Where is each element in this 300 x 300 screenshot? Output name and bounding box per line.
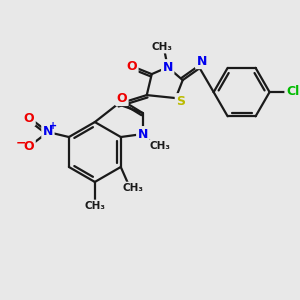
Text: S: S bbox=[176, 94, 185, 108]
Text: N: N bbox=[138, 128, 148, 140]
Text: O: O bbox=[24, 112, 34, 124]
Text: O: O bbox=[127, 60, 137, 73]
Text: −: − bbox=[16, 136, 26, 149]
Text: N: N bbox=[196, 55, 207, 68]
Text: CH₃: CH₃ bbox=[84, 201, 105, 211]
Text: O: O bbox=[24, 140, 34, 152]
Text: O: O bbox=[116, 92, 127, 105]
Text: +: + bbox=[49, 121, 57, 131]
Text: CH₃: CH₃ bbox=[149, 141, 170, 151]
Text: N: N bbox=[163, 61, 173, 74]
Text: N: N bbox=[43, 124, 53, 137]
Text: Cl: Cl bbox=[286, 85, 299, 98]
Text: CH₃: CH₃ bbox=[151, 42, 172, 52]
Text: CH₃: CH₃ bbox=[122, 183, 143, 193]
